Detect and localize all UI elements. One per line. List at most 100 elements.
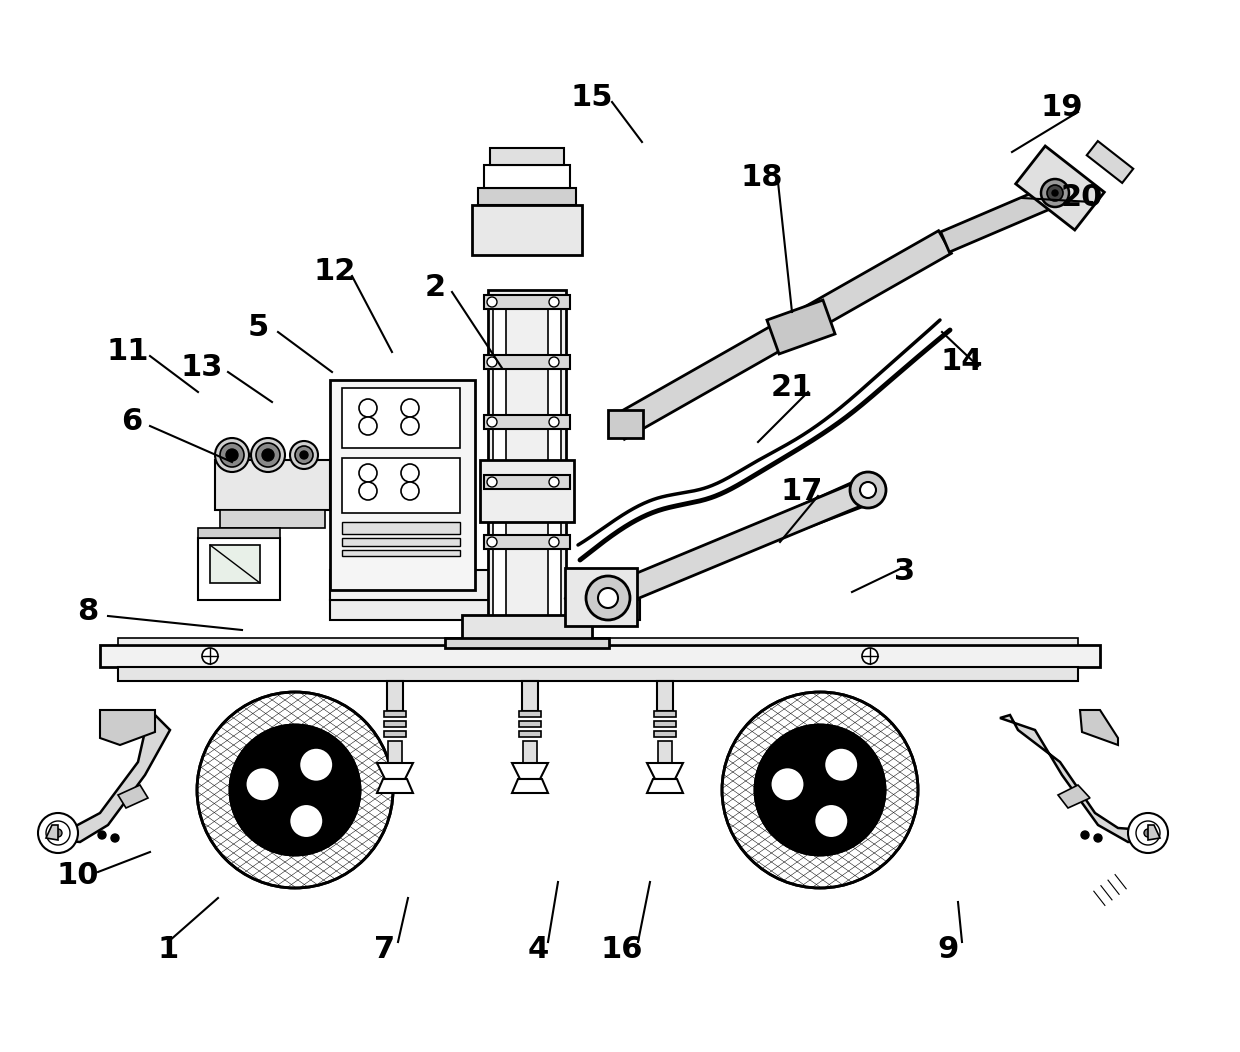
Circle shape xyxy=(360,464,377,482)
Text: 16: 16 xyxy=(600,935,644,965)
Circle shape xyxy=(300,451,308,459)
Circle shape xyxy=(255,443,280,467)
Circle shape xyxy=(250,438,285,472)
Circle shape xyxy=(1145,829,1152,837)
Circle shape xyxy=(360,417,377,434)
Bar xyxy=(653,731,676,737)
Circle shape xyxy=(262,449,274,461)
Circle shape xyxy=(815,804,848,838)
Polygon shape xyxy=(1086,141,1133,183)
Bar xyxy=(384,721,405,727)
Circle shape xyxy=(1052,190,1058,196)
Bar xyxy=(384,731,405,737)
Polygon shape xyxy=(1080,710,1118,745)
Bar xyxy=(653,711,676,717)
Circle shape xyxy=(825,748,858,782)
Bar xyxy=(484,414,570,429)
Text: 19: 19 xyxy=(1040,94,1084,122)
Bar xyxy=(653,721,676,727)
Circle shape xyxy=(98,831,105,839)
Bar xyxy=(477,188,577,205)
Bar xyxy=(520,731,541,737)
Text: 17: 17 xyxy=(781,478,823,506)
Text: 9: 9 xyxy=(937,935,959,965)
Circle shape xyxy=(549,297,559,307)
Circle shape xyxy=(487,537,497,547)
Polygon shape xyxy=(512,763,548,778)
Polygon shape xyxy=(48,715,170,842)
Text: 14: 14 xyxy=(941,347,983,377)
Circle shape xyxy=(487,297,497,307)
Bar xyxy=(480,460,574,522)
Circle shape xyxy=(401,399,419,417)
Polygon shape xyxy=(512,778,548,793)
Bar xyxy=(548,295,560,635)
Bar xyxy=(342,550,460,557)
Text: 3: 3 xyxy=(894,558,915,587)
Bar xyxy=(484,535,570,549)
Bar xyxy=(565,568,637,626)
Circle shape xyxy=(289,804,324,838)
Circle shape xyxy=(401,417,419,434)
Bar xyxy=(520,711,541,717)
Circle shape xyxy=(755,725,885,855)
Circle shape xyxy=(770,767,805,802)
Circle shape xyxy=(549,477,559,487)
Circle shape xyxy=(598,588,618,608)
Bar xyxy=(472,205,582,255)
Circle shape xyxy=(1128,813,1168,853)
Circle shape xyxy=(849,472,887,508)
Bar xyxy=(523,741,537,763)
Circle shape xyxy=(197,692,393,888)
Bar xyxy=(330,600,640,620)
Circle shape xyxy=(290,441,317,469)
Polygon shape xyxy=(377,763,413,778)
Circle shape xyxy=(215,438,249,472)
Polygon shape xyxy=(999,715,1148,842)
Text: 10: 10 xyxy=(57,861,99,890)
Circle shape xyxy=(226,449,238,461)
Bar xyxy=(608,410,644,438)
Polygon shape xyxy=(768,300,835,353)
Bar xyxy=(198,528,280,538)
Text: 5: 5 xyxy=(247,313,269,343)
Circle shape xyxy=(112,834,119,842)
Circle shape xyxy=(401,464,419,482)
Circle shape xyxy=(295,446,312,464)
Text: 18: 18 xyxy=(740,163,784,193)
Text: 21: 21 xyxy=(771,373,813,403)
Circle shape xyxy=(862,648,878,664)
Bar xyxy=(215,460,330,510)
Bar xyxy=(490,148,564,165)
Circle shape xyxy=(487,417,497,427)
Circle shape xyxy=(722,692,918,888)
Circle shape xyxy=(219,443,244,467)
Polygon shape xyxy=(46,825,58,839)
Circle shape xyxy=(360,482,377,500)
Polygon shape xyxy=(118,785,148,808)
Bar xyxy=(118,638,1078,645)
Text: 2: 2 xyxy=(424,274,445,303)
Text: 15: 15 xyxy=(570,83,614,113)
Bar xyxy=(118,667,1078,681)
Circle shape xyxy=(549,537,559,547)
Bar xyxy=(522,681,538,711)
Bar xyxy=(330,380,475,590)
Circle shape xyxy=(861,482,875,498)
Circle shape xyxy=(549,417,559,427)
Bar xyxy=(342,522,460,534)
Bar xyxy=(484,165,570,188)
Bar xyxy=(198,538,280,600)
Circle shape xyxy=(46,821,69,845)
Circle shape xyxy=(246,767,279,802)
Circle shape xyxy=(587,576,630,620)
Bar xyxy=(657,681,673,711)
Circle shape xyxy=(1094,834,1102,842)
Circle shape xyxy=(487,357,497,367)
Circle shape xyxy=(1136,821,1159,845)
Polygon shape xyxy=(1016,146,1105,230)
Bar xyxy=(384,711,405,717)
Polygon shape xyxy=(1148,825,1159,839)
Bar xyxy=(484,295,570,309)
Bar xyxy=(387,681,403,711)
